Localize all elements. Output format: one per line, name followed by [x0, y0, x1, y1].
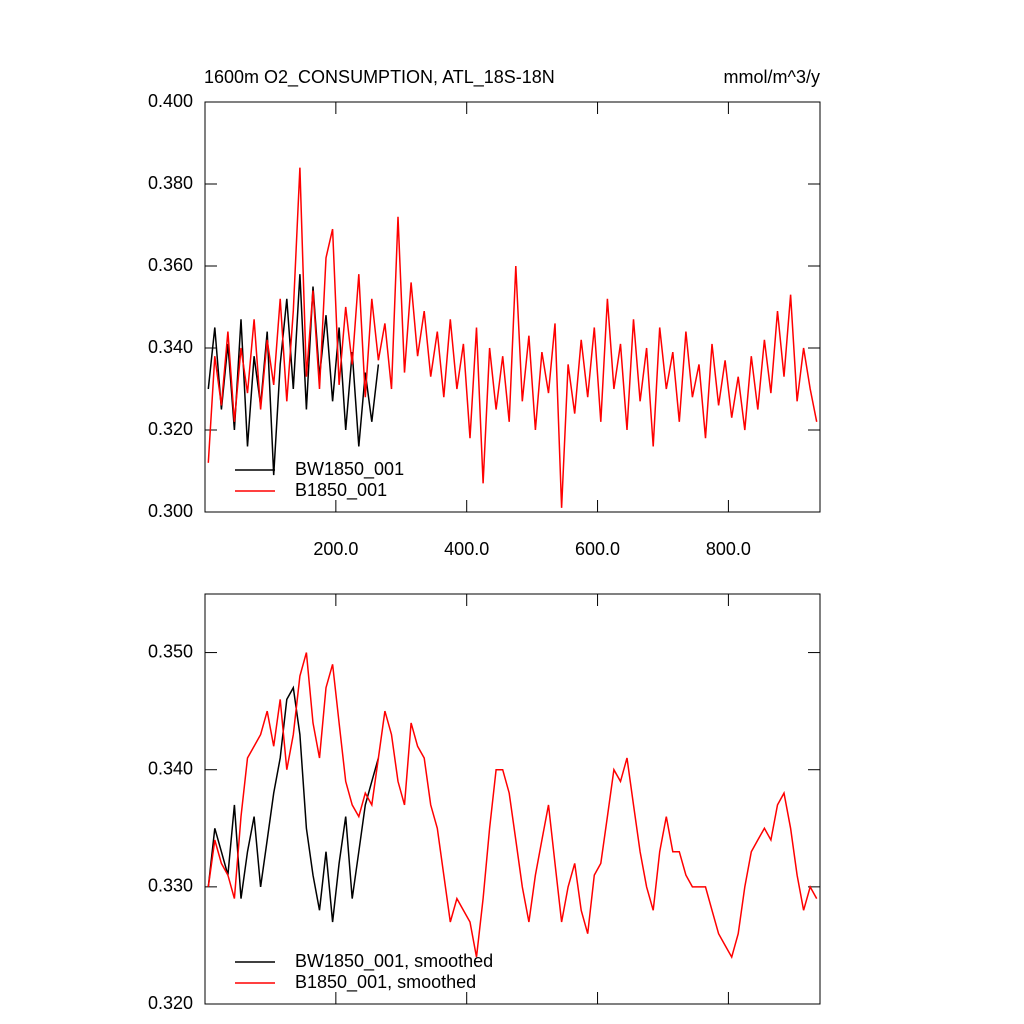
legend-label: B1850_001, smoothed	[295, 972, 476, 993]
legend-label: B1850_001	[295, 480, 387, 501]
x-tick-label: 200.0	[313, 539, 358, 559]
y-tick-label: 0.300	[148, 501, 193, 521]
series-line	[207, 685, 380, 923]
chart-title: 1600m O2_CONSUMPTION, ATL_18S-18N	[204, 67, 555, 88]
x-tick-label: 600.0	[575, 539, 620, 559]
y-tick-label: 0.320	[148, 993, 193, 1013]
series-line	[207, 167, 818, 508]
plot-frame	[204, 101, 821, 513]
series-line	[207, 652, 818, 960]
y-tick-label: 0.380	[148, 173, 193, 193]
y-tick-label: 0.350	[148, 641, 193, 661]
legend-label: BW1850_001, smoothed	[295, 951, 493, 972]
y-tick-label: 0.330	[148, 876, 193, 896]
x-tick-label: 800.0	[706, 539, 751, 559]
y-tick-label: 0.360	[148, 255, 193, 275]
y-tick-label: 0.400	[148, 91, 193, 111]
plot-frame	[204, 593, 821, 1005]
x-tick-label: 400.0	[444, 539, 489, 559]
y-tick-label: 0.340	[148, 758, 193, 778]
y-tick-label: 0.320	[148, 419, 193, 439]
units-label: mmol/m^3/y	[724, 67, 820, 87]
y-tick-label: 0.340	[148, 337, 193, 357]
legend-label: BW1850_001	[295, 459, 404, 480]
